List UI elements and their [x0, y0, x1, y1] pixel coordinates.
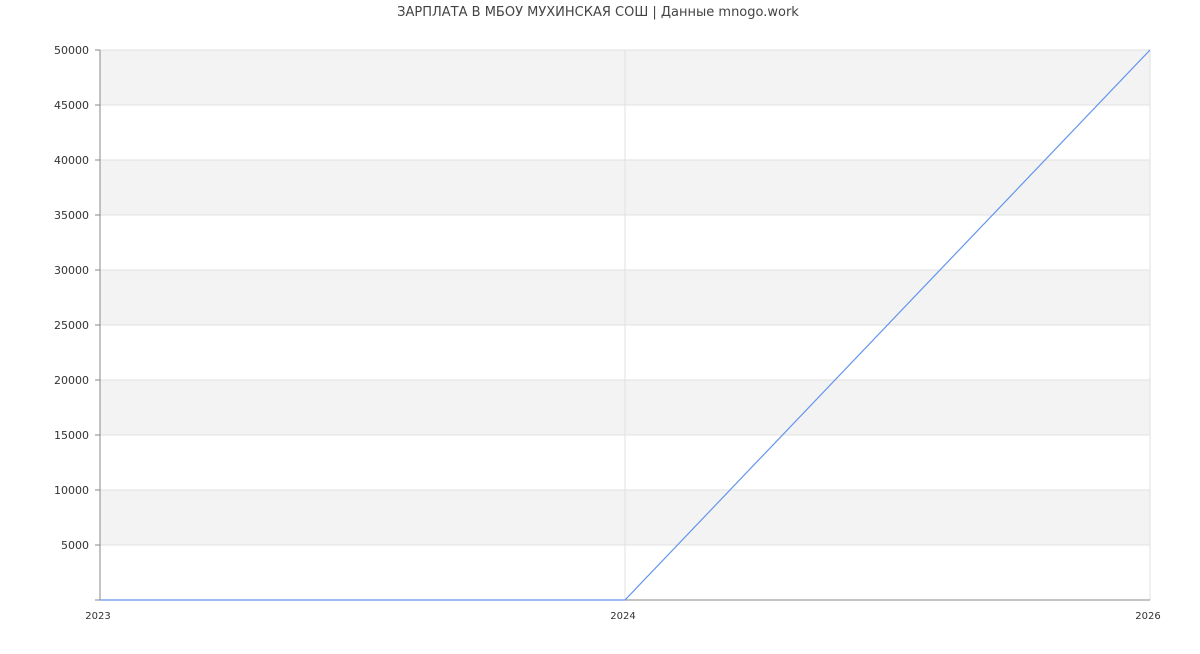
chart-title: ЗАРПЛАТА В МБОУ МУХИНСКАЯ СОШ | Данные m…	[397, 5, 799, 20]
y-tick-label: 40000	[54, 154, 89, 167]
x-tick-label: 2023	[85, 611, 110, 622]
y-tick-label: 20000	[54, 374, 89, 387]
y-tick-label: 10000	[54, 484, 89, 497]
y-tick-label: 45000	[54, 99, 89, 112]
y-tick-label: 15000	[54, 429, 89, 442]
y-tick-label: 25000	[54, 319, 89, 332]
y-tick-label: 50000	[54, 44, 89, 57]
x-tick-label: 2026	[1135, 611, 1160, 622]
y-tick-label: 5000	[61, 539, 89, 552]
y-tick-label: 30000	[54, 264, 89, 277]
x-tick-label: 2024	[610, 611, 635, 622]
y-tick-label: 35000	[54, 209, 89, 222]
